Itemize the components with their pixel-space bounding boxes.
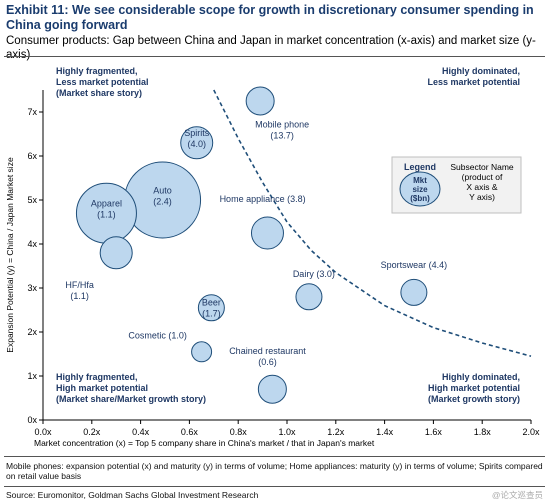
y-tick-label: 2x	[27, 327, 37, 337]
bubble	[197, 294, 225, 322]
bubble-name: Apparel	[91, 199, 122, 209]
quadrant-bottom-left-line: Highly fragmented,	[56, 372, 138, 382]
quadrant-top-left-line: (Market share story)	[56, 88, 142, 98]
x-tick-label: 1.4x	[376, 427, 394, 437]
x-tick-label: 2.0x	[522, 427, 540, 437]
bubble-value: (1.0)	[166, 331, 187, 341]
bubble	[245, 86, 275, 116]
x-tick-label: 1.8x	[474, 427, 492, 437]
quadrant-labels: Highly fragmented,Less market potential(…	[56, 66, 520, 404]
bubble-name: Home appliance	[220, 194, 285, 204]
legend-bubble-line: Mkt	[413, 176, 427, 185]
bubble	[295, 283, 323, 311]
chart-footnote: Mobile phones: expansion potential (x) a…	[6, 461, 543, 481]
legend-desc-line: Subsector Name	[450, 162, 514, 172]
x-tick-label: 1.2x	[327, 427, 345, 437]
quadrant-bottom-right-line: Highly dominated,	[442, 372, 520, 382]
quadrant-top-right-line: Highly dominated,	[442, 66, 520, 76]
bubble-value: (4.4)	[426, 260, 447, 270]
bubble-name: Spirits	[184, 128, 210, 138]
bubble	[180, 126, 214, 160]
footer-divider	[4, 456, 545, 457]
quadrant-top-left-line: Highly fragmented,	[56, 66, 138, 76]
bubble-layer: Mobile phone(13.7) Spirits(4.0) Auto(2.4) A…	[65, 86, 448, 404]
chart-source: Source: Euromonitor, Goldman Sachs Globa…	[6, 490, 259, 500]
source-divider	[4, 486, 545, 487]
quadrant-bottom-right-line: High market potential	[428, 383, 520, 393]
bubble	[250, 216, 284, 250]
x-tick-label: 0.8x	[230, 427, 248, 437]
x-tick-label: 1.6x	[425, 427, 443, 437]
x-tick-label: 0.2x	[83, 427, 101, 437]
y-axis-title: Expansion Potential (y) = China / Japan …	[5, 157, 15, 353]
y-tick-label: 4x	[27, 239, 37, 249]
watermark-text: @论文巡查员	[491, 490, 543, 500]
chart-title: Exhibit 11: We see considerable scope fo…	[6, 3, 534, 32]
bubble-name: Auto	[153, 185, 172, 195]
x-axis-title: Market concentration (x) = Top 5 company…	[34, 438, 375, 448]
bubble-name: Beer	[202, 298, 221, 308]
legend-bubble-line: size	[412, 185, 428, 194]
bubble-name: Mobile phone	[255, 119, 309, 129]
bubble-label: Dairy (3.0)	[293, 269, 335, 279]
bubble-name: HF/Hfa	[65, 280, 94, 290]
quadrant-bottom-left-line: (Market share/Market growth story)	[56, 394, 206, 404]
bubble-value: (2.4)	[153, 196, 172, 206]
bubble	[257, 374, 287, 404]
quadrant-top-right-line: Less market potential	[427, 77, 520, 87]
quadrant-bottom-right-line: (Market growth story)	[428, 394, 520, 404]
bubble-value: (3.8)	[285, 194, 306, 204]
y-tick-label: 0x	[27, 415, 37, 425]
trend-curve-layer	[213, 89, 532, 357]
legend-title: Legend	[404, 162, 436, 172]
y-tick-label: 1x	[27, 371, 37, 381]
y-tick-label: 5x	[27, 195, 37, 205]
bubble-value: (13.7)	[270, 130, 294, 140]
bubble-value: (1.7)	[202, 309, 221, 319]
bubble	[191, 341, 213, 363]
y-tick-label: 6x	[27, 151, 37, 161]
chart-axes: 0.0x 0.2x 0.4x 0.6x 0.8x 1.0x 1.2x 1.4x 1.6x 1.8x…	[5, 90, 540, 448]
bubble-label: Cosmetic (1.0)	[128, 331, 187, 341]
legend-desc-line: Y axis)	[469, 192, 495, 202]
chart-header: Exhibit 11: We see considerable scope fo…	[6, 3, 546, 62]
bubble-value: (4.0)	[187, 139, 206, 149]
bubble-value: (0.6)	[258, 357, 277, 367]
bubble-label: Home appliance (3.8)	[220, 194, 306, 204]
y-tick-label: 7x	[27, 107, 37, 117]
legend-desc-line: X axis &	[466, 182, 498, 192]
bubble-name: Chained restaurant	[229, 346, 306, 356]
bubble-name: Sportswear	[381, 260, 427, 270]
bubble-value: (1.1)	[97, 210, 116, 220]
bubble-name: Cosmetic	[128, 331, 166, 341]
y-tick-label: 3x	[27, 283, 37, 293]
dashed-trend-curve	[213, 89, 532, 357]
bubble	[400, 278, 428, 306]
bubble	[99, 236, 133, 270]
header-divider	[4, 56, 545, 57]
x-tick-label: 0.6x	[181, 427, 199, 437]
bubble-value: (3.0)	[314, 269, 335, 279]
chart-subtitle: Consumer products: Gap between China and…	[6, 35, 536, 61]
x-tick-label: 0.0x	[34, 427, 52, 437]
quadrant-bottom-left-line: High market potential	[56, 383, 148, 393]
x-tick-label: 1.0x	[278, 427, 296, 437]
bubble-label: Sportswear (4.4)	[381, 260, 448, 270]
legend-bubble-line: ($bn)	[410, 194, 430, 203]
bubble-name: Dairy	[293, 269, 315, 279]
legend-desc-line: (product of	[462, 172, 503, 182]
bubble-value: (1.1)	[70, 291, 89, 301]
quadrant-top-left-line: Less market potential	[56, 77, 149, 87]
x-tick-label: 0.4x	[132, 427, 150, 437]
bubble-chart: 0.0x 0.2x 0.4x 0.6x 0.8x 1.0x 1.2x 1.4x 1.6x 1.8x…	[5, 66, 540, 448]
legend-bubble	[399, 171, 441, 207]
